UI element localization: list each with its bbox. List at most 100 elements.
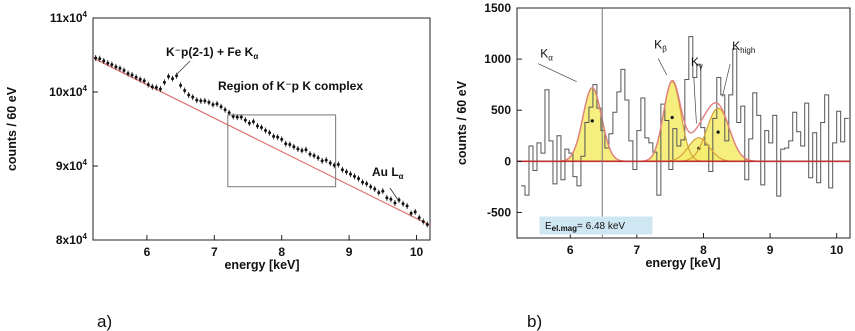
panel-b-energy-box: [539, 216, 653, 235]
panel-a-data-point: [328, 160, 332, 167]
panel-a-data-point: [361, 179, 365, 186]
panel-b-y-axis-label: counts / 60 eV: [455, 80, 469, 165]
panel-a-data-point: [215, 100, 219, 107]
panel-a-data-point: [122, 67, 126, 74]
panel-a-data-point: [417, 214, 421, 221]
panel-a-data-point: [154, 84, 158, 91]
panel-a-data-point: [260, 124, 263, 131]
panel-a-data-point: [199, 97, 203, 104]
panel-a-data-point: [231, 113, 235, 120]
panel-a-y-tick-label: 9x104: [56, 158, 88, 173]
panel-b-x-tick-label: 10: [830, 243, 844, 257]
panel-a-x-tick-label: 10: [410, 245, 424, 259]
annotation-au-la: Au Lα: [372, 165, 404, 181]
panel-b-x-tick-label: 8: [700, 243, 707, 257]
panel-b: -500 0 500 1000 1500 6 7 8 9 10 Kα Kβ Kγ Khigh Eel.…: [455, 1, 851, 331]
panel-a-x-ticks: 6 7 8 9 10: [144, 235, 424, 259]
panel-a-data-point: [304, 146, 308, 153]
panel-a-data-point: [166, 73, 170, 80]
panel-a-data-point: [393, 200, 397, 206]
panel-a: 8x104 9x104 10x104 11x104 6 7 8 9 10 K⁻p(2-1) +…: [5, 10, 431, 331]
panel-a-label: a): [97, 312, 112, 331]
panel-b-peak-marker: [670, 115, 674, 120]
panel-a-data-point: [150, 83, 154, 90]
panel-a-data-point: [280, 136, 284, 143]
panel-a-data-point: [126, 70, 130, 77]
panel-a-data-point: [373, 185, 377, 192]
panel-b-x-tick-label: 9: [767, 243, 774, 257]
panel-b-peak-fill: [554, 87, 630, 162]
panel-a-data-point: [421, 218, 425, 225]
panel-a-data-point: [158, 86, 162, 93]
panel-a-data-point: [405, 202, 409, 209]
panel-a-data-point: [401, 200, 405, 207]
panel-a-region-box: [227, 114, 337, 188]
panel-a-data-point: [251, 118, 255, 125]
panel-a-y-tick-label: 10x104: [49, 84, 87, 99]
panel-a-background-fit-line: [92, 57, 431, 226]
panel-b-x-ticks: 6 7 8 9 10: [567, 233, 844, 257]
panel-a-data-point: [288, 141, 292, 148]
panel-b-y-tick-label: 0: [504, 154, 511, 168]
panel-b-label: b): [527, 312, 542, 331]
panel-a-data-point: [344, 168, 348, 175]
panel-a-data-point: [308, 151, 312, 158]
panel-b-peak-fill: [637, 81, 707, 162]
panel-b-x-tick-label: 6: [567, 243, 574, 257]
panel-b-peak-marker: [590, 119, 594, 123]
panel-a-data-point: [243, 117, 247, 124]
panel-a-data-point: [284, 140, 288, 147]
panel-a-data-point: [300, 147, 304, 154]
panel-a-data-point: [219, 103, 223, 110]
panel-a-data-point: [162, 79, 166, 86]
annotation-kp-fe: K⁻p(2-1) + Fe Kα: [166, 45, 258, 61]
annotation-kp-fe-arrow: [175, 60, 191, 76]
panel-a-data-point: [223, 106, 227, 113]
panel-a-data-point: [336, 161, 340, 168]
panel-a-data-point: [413, 208, 417, 215]
panel-b-y-tick-label: 1500: [484, 1, 511, 15]
panel-b-peak-label-leader: [657, 58, 668, 76]
panel-a-data-point: [110, 61, 114, 68]
panel-a-data-point: [255, 123, 259, 130]
panel-a-data-point: [94, 54, 98, 61]
panel-a-data-point: [272, 133, 276, 140]
panel-a-data-point: [381, 188, 385, 195]
panel-b-peak-label: Kα: [540, 47, 553, 63]
panel-b-y-tick-label: 1000: [484, 52, 511, 66]
panel-a-y-tick-label: 8x104: [56, 232, 88, 247]
panel-a-data-point: [312, 152, 316, 159]
panel-a-data-point: [377, 189, 381, 196]
panel-a-data-point: [348, 171, 352, 178]
panel-b-plot-area: [516, 7, 851, 239]
panel-a-data-point: [397, 197, 401, 204]
panel-a-data-point: [130, 71, 134, 78]
panel-b-y-ticks: -500 0 500 1000 1500: [484, 1, 522, 219]
panel-b-peak-label-leader: [693, 77, 697, 124]
panel-a-data-point: [102, 57, 106, 64]
panel-a-data-point: [211, 101, 215, 108]
panel-b-y-tick-label: -500: [487, 205, 511, 219]
panel-b-x-axis-label: energy [keV]: [645, 256, 720, 270]
panel-a-data-point: [171, 75, 175, 82]
panel-a-data-point: [118, 65, 122, 72]
panel-a-data-point: [276, 134, 280, 141]
panel-a-data-point: [316, 154, 320, 161]
panel-b-y-tick-label: 500: [491, 103, 511, 117]
panel-a-data-point: [134, 74, 138, 81]
panel-a-x-tick-label: 6: [144, 245, 151, 259]
panel-a-data-point: [187, 91, 191, 98]
annotation-region-label: Region of K⁻p K complex: [218, 79, 363, 93]
panel-a-data-point: [183, 87, 187, 94]
panel-a-data-point: [138, 76, 142, 83]
panel-a-data-point: [106, 60, 110, 67]
panel-a-data-point: [179, 82, 183, 89]
panel-b-peak-label: Kβ: [654, 38, 667, 54]
panel-b-peak-label: Kγ: [691, 55, 703, 71]
panel-a-data-point: [264, 127, 268, 134]
panel-a-x-tick-label: 8: [278, 245, 285, 259]
panel-a-data-point: [389, 196, 393, 203]
panel-a-data-point: [425, 221, 429, 228]
panel-b-peak-labels: Kα Kβ Kγ Khigh: [538, 38, 755, 124]
